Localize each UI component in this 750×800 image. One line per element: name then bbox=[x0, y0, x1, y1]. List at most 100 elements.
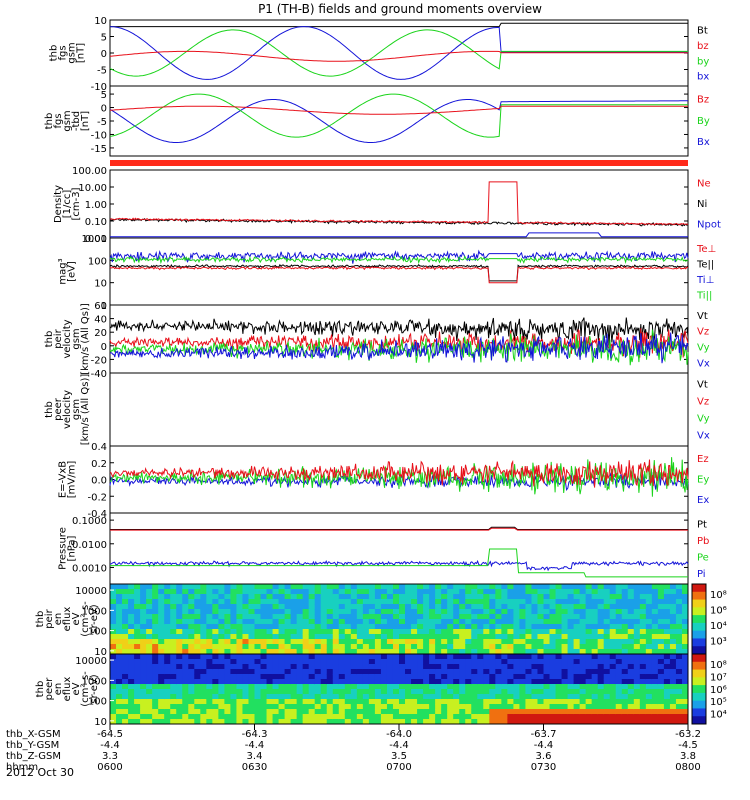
spectrogram-cell bbox=[350, 609, 358, 615]
spectrogram-cell bbox=[567, 604, 575, 610]
spectrogram-cell bbox=[399, 624, 406, 630]
spectrogram-cell bbox=[128, 619, 135, 625]
legend-peer-velocity-0: Vt bbox=[697, 379, 708, 390]
spectrogram-cell bbox=[392, 599, 400, 605]
spectrogram-cell bbox=[152, 594, 159, 600]
spectrogram-cell bbox=[290, 584, 298, 590]
spectrogram-cell bbox=[615, 709, 623, 715]
spectrogram-cell bbox=[633, 689, 641, 695]
spectrogram-cell bbox=[681, 664, 689, 670]
spectrogram-cell bbox=[681, 714, 689, 720]
ylabel-line: [eV] bbox=[67, 261, 78, 282]
spectrogram-cell bbox=[386, 599, 394, 605]
spectrogram-cell bbox=[188, 699, 195, 705]
spectrogram-cell bbox=[230, 644, 237, 650]
spectrogram-cell bbox=[242, 714, 249, 720]
spectrogram-cell bbox=[417, 639, 424, 645]
spectrogram-cell bbox=[206, 699, 213, 705]
time-axis: thb_X-GSMthb_Y-GSMthb_Z-GSMhhmm-64.5-4.4… bbox=[6, 724, 701, 773]
spectrogram-cell bbox=[212, 709, 219, 715]
spectrogram-cell bbox=[429, 669, 436, 675]
spectrogram-cell bbox=[212, 669, 219, 675]
spectrogram-cell bbox=[260, 614, 268, 620]
spectrogram-cell bbox=[392, 694, 400, 700]
spectrogram-cell bbox=[218, 629, 225, 635]
spectrogram-cell bbox=[224, 699, 231, 705]
spectrogram-cell bbox=[122, 674, 129, 680]
spectrogram-cell bbox=[308, 589, 316, 595]
spectrogram-cell bbox=[158, 629, 165, 635]
spectrogram-cell bbox=[561, 669, 569, 675]
spectrogram-cell bbox=[657, 699, 665, 705]
spectrogram-cell bbox=[531, 679, 538, 685]
spectrogram-cell bbox=[284, 594, 292, 600]
spectrogram-cell bbox=[230, 704, 237, 710]
spectrogram-cell bbox=[651, 709, 659, 715]
spectrogram-cell bbox=[405, 639, 412, 645]
spectrogram-cell bbox=[597, 584, 605, 590]
spectrogram-cell bbox=[627, 714, 635, 720]
spectrogram-cell bbox=[362, 649, 370, 655]
spectrogram-cell bbox=[651, 604, 659, 610]
spectrogram-cell bbox=[657, 719, 665, 725]
spectrogram-cell bbox=[182, 699, 189, 705]
spectrogram-cell bbox=[278, 689, 286, 695]
spectrogram-cell bbox=[236, 714, 243, 720]
spectrogram-cell bbox=[579, 624, 587, 630]
spectrogram-cell bbox=[567, 674, 575, 680]
spectrogram-cell bbox=[230, 654, 237, 660]
spectrogram-cell bbox=[296, 589, 304, 595]
spectrogram-cell bbox=[417, 674, 424, 680]
spectrogram-cell bbox=[555, 584, 563, 590]
spectrogram-cell bbox=[483, 679, 490, 685]
spectrogram-cell bbox=[248, 669, 255, 675]
spectrogram-cell bbox=[272, 639, 280, 645]
spectrogram-cell bbox=[152, 664, 159, 670]
spectrogram-cell bbox=[386, 714, 394, 720]
spectrogram-cell bbox=[242, 614, 249, 620]
spectrogram-cell bbox=[110, 714, 117, 720]
spectrogram-cell bbox=[465, 634, 472, 640]
spectrogram-cell bbox=[537, 619, 544, 625]
spectrogram-cell bbox=[344, 689, 352, 695]
spectrogram-cell bbox=[116, 584, 123, 590]
spectrogram-cell bbox=[399, 654, 406, 660]
spectrogram-cell bbox=[242, 649, 249, 655]
spectrogram-cell bbox=[423, 664, 430, 670]
spectrogram-cell bbox=[158, 604, 165, 610]
spectrogram-cell bbox=[543, 714, 551, 720]
spectrogram-cell bbox=[609, 669, 617, 675]
spectrogram-cell bbox=[501, 634, 508, 640]
spectrogram-cell bbox=[236, 634, 243, 640]
spectrogram-cell bbox=[609, 614, 617, 620]
spectrogram-cell bbox=[176, 619, 183, 625]
spectrogram-cell bbox=[230, 609, 237, 615]
spectrogram-cell bbox=[176, 624, 183, 630]
colorbar-cell bbox=[692, 708, 706, 717]
spectrogram-cell bbox=[110, 684, 117, 690]
spectrogram-cell bbox=[477, 639, 484, 645]
spectrogram-cell bbox=[212, 609, 219, 615]
spectrogram-cell bbox=[555, 634, 563, 640]
spectrogram-cell bbox=[386, 589, 394, 595]
spectrogram-cell bbox=[356, 694, 364, 700]
spectrogram-cell bbox=[513, 639, 520, 645]
spectrogram-cell bbox=[110, 589, 117, 595]
spectrogram-cell bbox=[507, 629, 514, 635]
spectrogram-cell bbox=[140, 709, 147, 715]
spectrogram-cell bbox=[326, 634, 334, 640]
spectrogram-cell bbox=[441, 604, 448, 610]
spectrogram-cell bbox=[471, 664, 478, 670]
spectrogram-cell bbox=[567, 634, 575, 640]
spectrogram-cell bbox=[134, 619, 141, 625]
spectrogram-cell bbox=[669, 699, 677, 705]
spectrogram-cell bbox=[116, 639, 123, 645]
spectrogram-cell bbox=[663, 714, 671, 720]
spectrogram-cell bbox=[374, 684, 382, 690]
spectrogram-cell bbox=[230, 714, 237, 720]
spectrogram-cell bbox=[663, 624, 671, 630]
spectrogram-cell bbox=[633, 719, 641, 725]
spectrogram-cell bbox=[158, 589, 165, 595]
spectrogram-cell bbox=[609, 594, 617, 600]
spectrogram-cell bbox=[362, 719, 370, 725]
